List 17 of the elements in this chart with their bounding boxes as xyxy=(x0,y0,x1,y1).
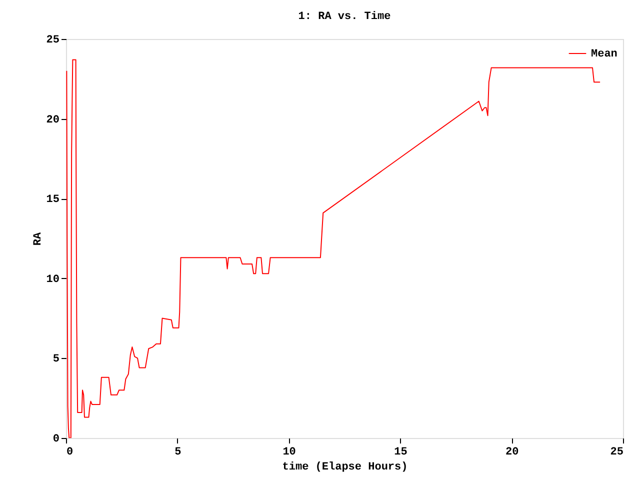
x-tick-label: 20 xyxy=(506,446,519,458)
line-series xyxy=(66,59,601,438)
x-tick-label: 0 xyxy=(66,446,74,458)
y-tick-label: 25 xyxy=(46,34,60,46)
x-tick-label: 10 xyxy=(282,446,296,458)
legend-label: Mean xyxy=(591,48,618,60)
y-tick-label: 5 xyxy=(52,354,60,366)
y-tick-label: 10 xyxy=(46,274,60,286)
y-tick-label: 0 xyxy=(52,434,60,446)
y-axis-title: RA xyxy=(32,232,44,246)
y-tick-label: 20 xyxy=(46,114,60,126)
x-axis-title: time (Elapse Hours) xyxy=(282,462,408,474)
x-tick-label: 15 xyxy=(394,446,408,458)
chart-title: 1: RA vs. Time xyxy=(298,11,392,23)
x-tick-label: 25 xyxy=(610,446,624,458)
y-tick-label: 15 xyxy=(46,194,60,206)
x-tick-label: 5 xyxy=(174,446,182,458)
